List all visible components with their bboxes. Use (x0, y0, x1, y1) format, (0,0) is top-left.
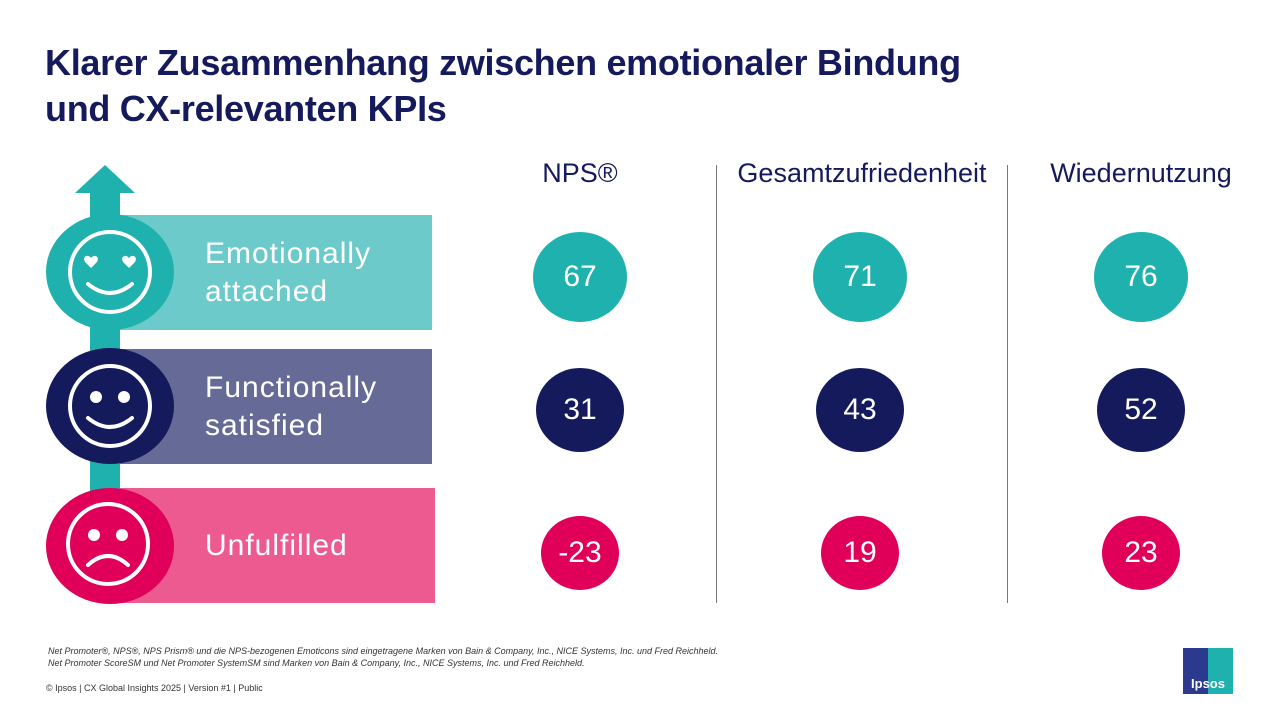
column-divider (1007, 165, 1008, 603)
value-bubble: 67 (533, 232, 627, 322)
value-bubble: 31 (536, 368, 624, 452)
value-bubble: 71 (813, 232, 907, 322)
value-bubble: 52 (1097, 368, 1185, 452)
sad-face-icon (46, 488, 174, 604)
footnote: Net Promoter ScoreSM und Net Promoter Sy… (48, 658, 585, 668)
value-bubble: -23 (541, 516, 619, 590)
column-header-wiedernutzung: Wiedernutzung (1050, 158, 1232, 188)
heart-eyes-smiley-icon (46, 214, 174, 330)
value-bubble: 76 (1094, 232, 1188, 322)
value-bubble: 23 (1102, 516, 1180, 590)
value-bubble: 19 (821, 516, 899, 590)
slide-title: Klarer Zusammenhang zwischen emotionaler… (45, 42, 961, 129)
footnote: Net Promoter®, NPS®, NPS Prism® und die … (48, 646, 719, 656)
column-header-gesamtzufriedenheit: Gesamtzufriedenheit (737, 158, 987, 188)
smiley-icon (46, 348, 174, 464)
ipsos-logo: Ipsos (1183, 648, 1233, 694)
column-header-nps: NPS® (542, 158, 618, 188)
column-divider (716, 165, 717, 603)
copyright: © Ipsos | CX Global Insights 2025 | Vers… (46, 683, 263, 693)
value-bubble: 43 (816, 368, 904, 452)
